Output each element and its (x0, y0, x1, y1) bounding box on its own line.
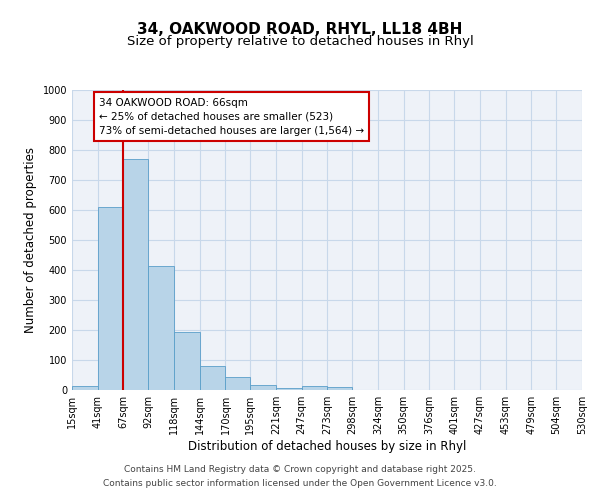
Bar (98, 207, 124, 390)
X-axis label: Distribution of detached houses by size in Rhyl: Distribution of detached houses by size … (188, 440, 466, 453)
Text: 34 OAKWOOD ROAD: 66sqm
← 25% of detached houses are smaller (523)
73% of semi-de: 34 OAKWOOD ROAD: 66sqm ← 25% of detached… (99, 98, 364, 136)
Bar (226, 378, 250, 390)
Text: Size of property relative to detached houses in Rhyl: Size of property relative to detached ho… (127, 35, 473, 48)
Bar (124, 159, 148, 390)
Bar (72, 386, 98, 390)
Bar (328, 387, 352, 390)
Text: Contains HM Land Registry data © Crown copyright and database right 2025.
Contai: Contains HM Land Registry data © Crown c… (103, 466, 497, 487)
Text: 34, OAKWOOD ROAD, RHYL, LL18 4BH: 34, OAKWOOD ROAD, RHYL, LL18 4BH (137, 22, 463, 38)
Bar (250, 384, 276, 390)
Bar (276, 388, 302, 390)
Bar (148, 266, 174, 390)
Bar (174, 332, 200, 390)
Bar (302, 386, 328, 390)
Y-axis label: Number of detached properties: Number of detached properties (24, 147, 37, 333)
Bar (200, 366, 226, 390)
